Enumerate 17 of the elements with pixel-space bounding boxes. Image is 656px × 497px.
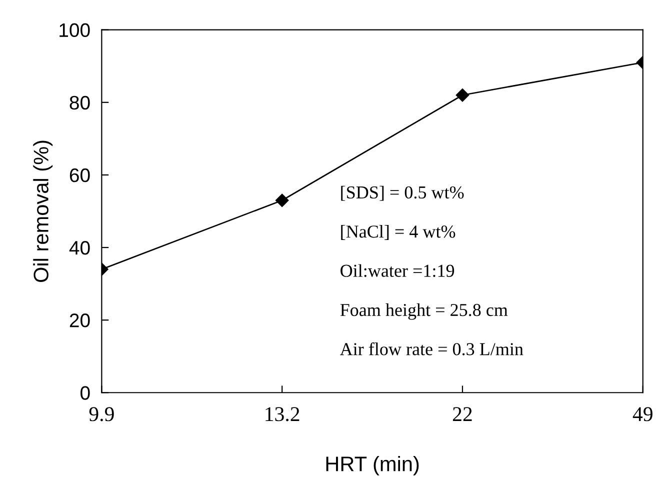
annotation: [SDS] = 0.5 wt% — [341, 186, 464, 201]
annotation: [NaCl] = 4 wt% — [341, 225, 456, 240]
x-tick-label: 49 — [632, 407, 652, 422]
y-tick-label: 20 — [70, 314, 90, 328]
y-tick-label: 0 — [80, 386, 90, 400]
y-tick-label: 40 — [69, 240, 90, 255]
y-tick-label: 80 — [70, 96, 90, 110]
x-tick-label: 9.9 — [89, 407, 114, 422]
annotation: Oil:water =1:19 — [340, 264, 454, 277]
y-tick-label: 100 — [60, 23, 90, 38]
y-tick-label: 60 — [70, 168, 90, 182]
annotation: Foam height = 25.8 cm — [340, 303, 508, 320]
annotation: Air flow rate = 0.3 L/min — [340, 342, 524, 356]
x-tick-label: 13.2 — [266, 407, 300, 422]
x-axis-title: HRT (min) — [326, 456, 419, 476]
x-tick-label: 22 — [452, 407, 472, 421]
y-axis-title: Oil removal (%) — [33, 140, 53, 282]
